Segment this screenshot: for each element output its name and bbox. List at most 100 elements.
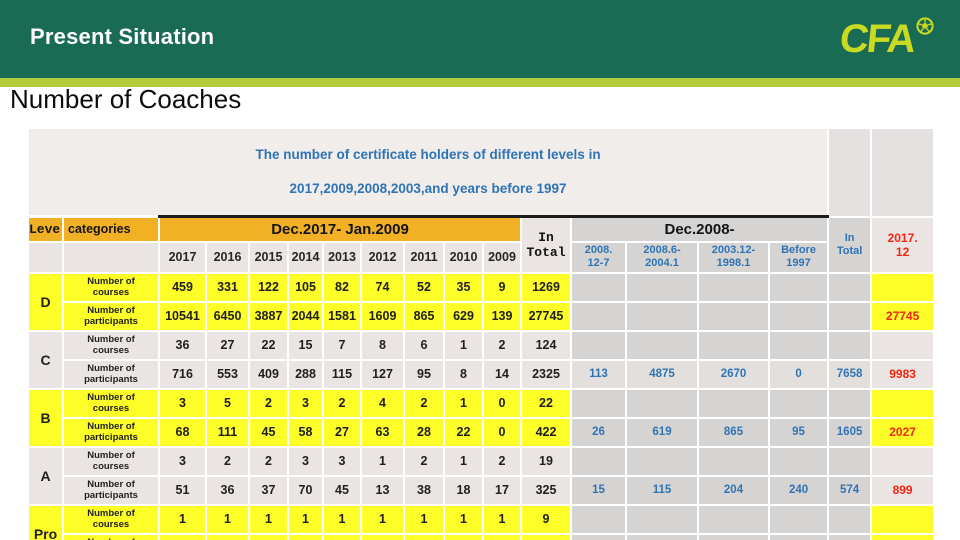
value-cell: 18 xyxy=(443,474,484,506)
value-cell: 716 xyxy=(158,358,207,390)
col-group-older-period: Dec.2008- xyxy=(569,215,830,243)
value-cell xyxy=(625,329,699,361)
value-cell: 1609 xyxy=(360,300,405,332)
banner-accent-stripe xyxy=(0,78,960,87)
in-total-cell: 422 xyxy=(520,416,572,448)
category-cell: Number of participants xyxy=(62,300,160,332)
value-cell: 0 xyxy=(767,532,830,540)
table-row-D-participants: Number of participants 10541 6450 3887 2044 1… xyxy=(28,300,936,332)
in-total-cell xyxy=(827,271,873,303)
value-cell: 3 xyxy=(322,445,362,477)
value-cell: 26 xyxy=(570,416,627,448)
in-total-cell: 19 xyxy=(827,532,873,540)
in-total-cell xyxy=(827,300,873,332)
category-cell: Number of courses xyxy=(62,271,160,303)
grand-total-cell xyxy=(870,271,936,303)
category-cell: Number of participants xyxy=(62,416,160,448)
grand-total-cell xyxy=(870,329,936,361)
table-row-B-participants: Number of participants 68 111 45 58 27 63 28 22 0… xyxy=(28,416,936,448)
in-total-cell: 574 xyxy=(827,474,873,506)
value-cell xyxy=(570,387,627,419)
value-cell: 2 xyxy=(482,445,522,477)
value-cell: 19 xyxy=(403,532,445,540)
value-cell: 15 xyxy=(322,532,362,540)
value-cell: 3 xyxy=(158,387,207,419)
category-cell: Number of courses xyxy=(62,387,160,419)
value-cell: 1 xyxy=(248,503,289,535)
cfa-logo-text: CFA xyxy=(837,17,917,61)
value-cell xyxy=(697,300,770,332)
col-header-range: 2003.12- 1998.1 xyxy=(697,240,770,274)
level-cell: D xyxy=(27,271,64,332)
value-cell: 105 xyxy=(287,271,324,303)
in-total-cell xyxy=(827,503,873,535)
value-cell: 1 xyxy=(205,503,250,535)
value-cell xyxy=(625,445,699,477)
value-cell: 10 xyxy=(205,532,250,540)
category-cell: Number of participants xyxy=(62,358,160,390)
table-body: D Number of courses 459 331 122 105 82 74 52 35 9 1… xyxy=(27,271,936,540)
in-total-cell xyxy=(827,445,873,477)
table-row-Pro-courses: Pro Number of courses 1 1 1 1 1 1 1 1 1 9 xyxy=(27,503,936,540)
in-total-cell: 9 xyxy=(520,503,572,535)
value-cell: 115 xyxy=(322,358,362,390)
col-header-year: 2015 xyxy=(248,240,289,274)
value-cell: 0 xyxy=(482,416,522,448)
value-cell: 2 xyxy=(322,387,362,419)
value-cell: 74 xyxy=(360,271,405,303)
value-cell: 1 xyxy=(443,329,484,361)
value-cell: 36 xyxy=(158,329,207,361)
value-cell: 619 xyxy=(625,416,699,448)
value-cell: 115 xyxy=(625,474,699,506)
value-cell: 113 xyxy=(570,358,627,390)
value-cell: 2 xyxy=(482,329,522,361)
value-cell: 331 xyxy=(205,271,250,303)
table-title-line2: 2017,2009,2008,2003,and years before 199… xyxy=(289,181,567,196)
table-title-row: The number of certificate holders of dif… xyxy=(26,127,936,218)
value-cell: 45 xyxy=(322,474,362,506)
col-header-year: 2009 xyxy=(482,240,522,274)
value-cell xyxy=(767,503,830,535)
value-cell xyxy=(625,503,699,535)
table-row-C-courses: C Number of courses 36 27 22 15 7 8 6 1 2 124 xyxy=(27,329,936,390)
coaches-table-wrap: The number of certificate holders of dif… xyxy=(26,127,936,540)
value-cell: 95 xyxy=(403,358,445,390)
value-cell xyxy=(570,532,627,540)
value-cell xyxy=(697,503,770,535)
level-cell: B xyxy=(27,387,64,448)
page-subtitle: Number of Coaches xyxy=(10,84,242,114)
grand-total-cell: 142 xyxy=(870,532,936,540)
value-cell: 3 xyxy=(158,445,207,477)
col-group-recent-period: Dec.2017- Jan.2009 xyxy=(158,215,522,243)
value-cell: 204 xyxy=(697,474,770,506)
value-cell: 8 xyxy=(443,358,484,390)
corner-cell xyxy=(870,127,936,218)
value-cell: 12 xyxy=(287,532,324,540)
value-cell: 82 xyxy=(322,271,362,303)
value-cell: 22 xyxy=(443,416,484,448)
value-cell: 6 xyxy=(403,329,445,361)
value-cell xyxy=(767,329,830,361)
value-cell xyxy=(570,329,627,361)
category-cell: Number of participants xyxy=(62,532,160,540)
value-cell: 27 xyxy=(322,416,362,448)
coaches-table: The number of certificate holders of dif… xyxy=(26,127,936,540)
value-cell: 2670 xyxy=(697,358,770,390)
col-header-range: Before 1997 xyxy=(767,240,830,274)
col-header-range: 2008. 12-7 xyxy=(570,240,627,274)
value-cell: 240 xyxy=(767,474,830,506)
value-cell: 2 xyxy=(205,445,250,477)
value-cell xyxy=(767,387,830,419)
value-cell xyxy=(697,445,770,477)
value-cell: 4 xyxy=(360,387,405,419)
value-cell xyxy=(570,445,627,477)
in-total-cell: 19 xyxy=(520,445,572,477)
value-cell xyxy=(697,329,770,361)
value-cell xyxy=(625,300,699,332)
grand-total-cell xyxy=(870,445,936,477)
value-cell: 15 xyxy=(570,474,627,506)
value-cell: 18 xyxy=(625,532,699,540)
value-cell: 58 xyxy=(287,416,324,448)
value-cell xyxy=(697,271,770,303)
value-cell: 0 xyxy=(767,358,830,390)
